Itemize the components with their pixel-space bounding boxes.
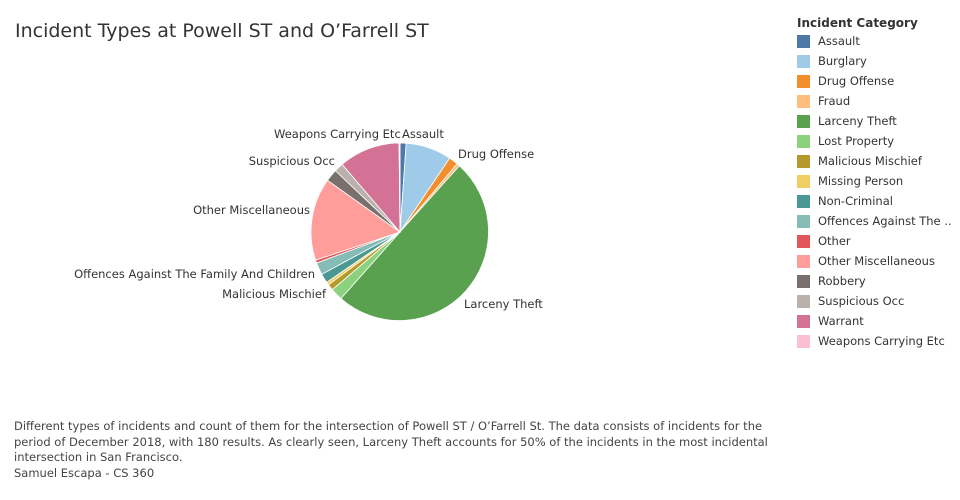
legend-label: Suspicious Occ xyxy=(818,294,905,308)
legend-swatch xyxy=(797,314,810,328)
chart-title: Incident Types at Powell ST and O’Farrel… xyxy=(15,20,429,42)
legend-label: Assault xyxy=(818,34,860,48)
legend-swatch xyxy=(797,54,810,68)
legend-swatch xyxy=(797,274,810,288)
slice-label: Assault xyxy=(402,127,444,141)
legend-label: Robbery xyxy=(818,274,866,288)
pie-slice-weapons-carrying-etc[interactable] xyxy=(398,142,401,233)
slice-label: Larceny Theft xyxy=(464,297,543,311)
slice-label: Other Miscellaneous xyxy=(193,203,310,217)
legend-item[interactable]: Drug Offense xyxy=(797,71,957,91)
legend-label: Lost Property xyxy=(818,134,895,148)
legend-swatch xyxy=(797,334,810,348)
legend-label: Burglary xyxy=(818,54,867,68)
legend-item[interactable]: Suspicious Occ xyxy=(797,291,957,311)
caption-text: Different types of incidents and count o… xyxy=(14,419,768,464)
legend-label: Drug Offense xyxy=(818,74,895,88)
legend-item[interactable]: Warrant xyxy=(797,311,957,331)
caption-author: Samuel Escapa - CS 360 xyxy=(14,465,155,480)
legend-label: Larceny Theft xyxy=(818,114,897,128)
legend-swatch xyxy=(797,154,810,168)
legend-swatch xyxy=(797,114,810,128)
legend-title: Incident Category xyxy=(797,16,918,30)
legend-item[interactable]: Weapons Carrying Etc xyxy=(797,331,957,351)
legend-label: Warrant xyxy=(818,314,864,328)
pie-slice-other-miscellaneous[interactable] xyxy=(310,179,401,261)
legend-item[interactable]: Larceny Theft xyxy=(797,111,957,131)
legend-item[interactable]: Offences Against The .. xyxy=(797,211,957,231)
legend-label: Other Miscellaneous xyxy=(818,254,935,268)
legend-item[interactable]: Lost Property xyxy=(797,131,957,151)
legend-item[interactable]: Burglary xyxy=(797,51,957,71)
slice-label: Offences Against The Family And Children xyxy=(74,267,315,281)
legend-item[interactable]: Fraud xyxy=(797,91,957,111)
legend-swatch xyxy=(797,294,810,308)
legend-item[interactable]: Assault xyxy=(797,31,957,51)
legend-label: Other xyxy=(818,234,851,248)
legend-items: Assault Burglary Drug Offense Fraud Larceny … xyxy=(797,31,957,351)
legend: Incident Category Assault Burglary Drug Of… xyxy=(797,15,957,351)
legend-swatch xyxy=(797,74,810,88)
legend-swatch xyxy=(797,34,810,48)
legend-swatch xyxy=(797,214,810,228)
legend-swatch xyxy=(797,234,810,248)
legend-label: Non-Criminal xyxy=(818,194,893,208)
pie-slices xyxy=(310,142,489,321)
legend-label: Missing Person xyxy=(818,174,904,188)
pie-slice-larceny-theft[interactable] xyxy=(340,165,489,321)
legend-item[interactable]: Robbery xyxy=(797,271,957,291)
legend-item[interactable]: Other xyxy=(797,231,957,251)
legend-item[interactable]: Malicious Mischief xyxy=(797,151,957,171)
legend-swatch xyxy=(797,194,810,208)
legend-swatch xyxy=(797,174,810,188)
legend-swatch xyxy=(797,254,810,268)
caption: Different types of incidents and count o… xyxy=(14,419,774,481)
legend-label: Weapons Carrying Etc xyxy=(818,334,945,348)
legend-item[interactable]: Other Miscellaneous xyxy=(797,251,957,271)
legend-swatch xyxy=(797,94,810,108)
slice-label: Malicious Mischief xyxy=(222,287,327,301)
slice-label: Weapons Carrying Etc xyxy=(274,127,401,141)
pie-labels: Weapons Carrying Etc Assault Drug Offense S… xyxy=(74,127,543,311)
slice-label: Suspicious Occ xyxy=(249,154,335,168)
slice-label: Drug Offense xyxy=(458,147,534,161)
legend-swatch xyxy=(797,134,810,148)
legend-label: Offences Against The .. xyxy=(818,214,952,228)
legend-label: Malicious Mischief xyxy=(818,154,922,168)
legend-label: Fraud xyxy=(818,94,851,108)
legend-item[interactable]: Non-Criminal xyxy=(797,191,957,211)
legend-item[interactable]: Missing Person xyxy=(797,171,957,191)
